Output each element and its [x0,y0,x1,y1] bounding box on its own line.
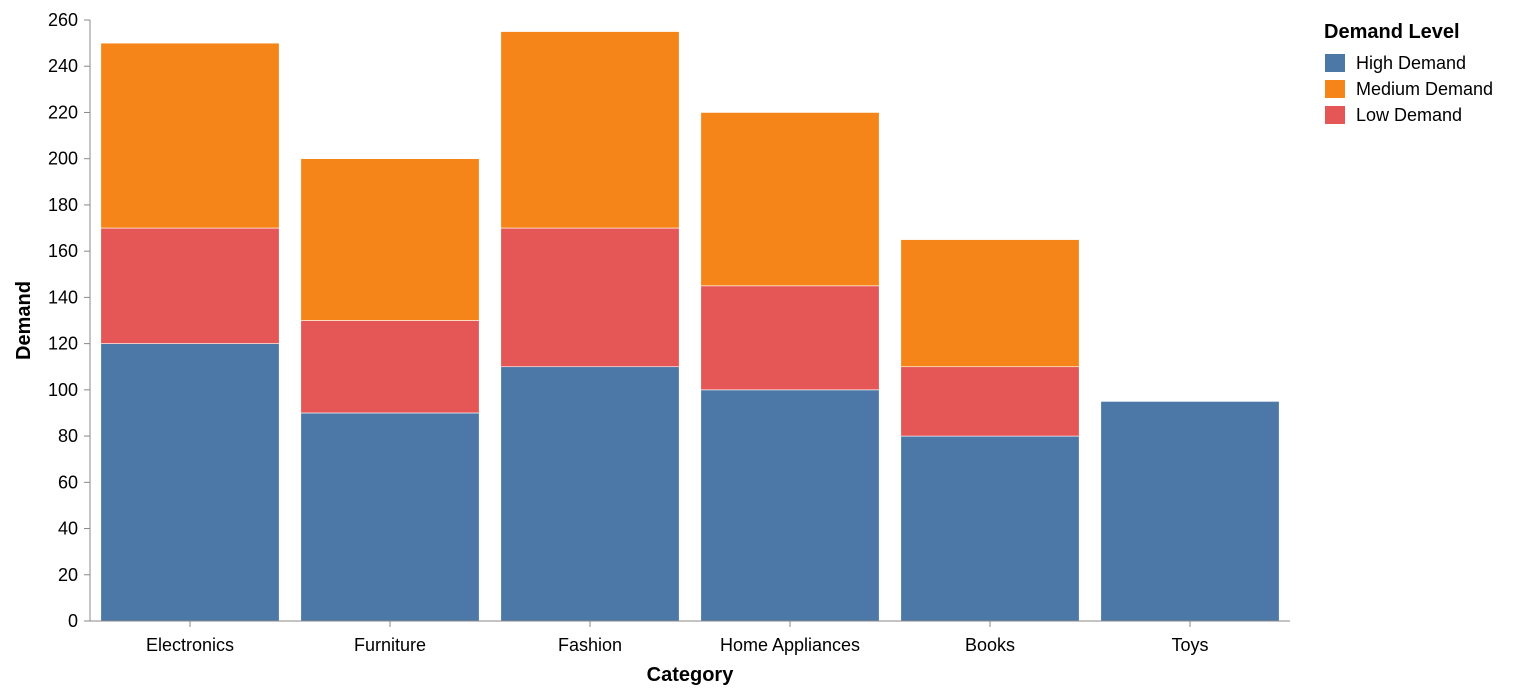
legend-title: Demand Level [1324,21,1460,43]
bar-electronics-high-demand [100,343,280,622]
x-tick-label: Fashion [558,635,622,655]
y-tick-label: 0 [68,611,78,631]
y-tick-label: 20 [58,565,78,585]
legend: Demand Level High Demand Medium Demand Low… [1324,21,1493,125]
bar-furniture-high-demand [300,412,480,622]
y-tick-label: 100 [48,380,78,400]
bars-group [100,31,1280,622]
x-tick-label: Books [965,635,1015,655]
bar-home-appliances-low-demand [700,285,880,391]
x-tick-label: Furniture [354,635,426,655]
bar-furniture-medium-demand [300,158,480,321]
bar-fashion-medium-demand [500,31,680,229]
bar-books-high-demand [900,435,1080,622]
y-tick-label: 80 [58,426,78,446]
x-tick-label: Electronics [146,635,234,655]
y-tick-label: 120 [48,334,78,354]
y-tick-label: 180 [48,195,78,215]
y-tick-label: 60 [58,472,78,492]
x-tick-label: Toys [1171,635,1208,655]
legend-label: High Demand [1356,53,1466,73]
y-tick-label: 140 [48,287,78,307]
bar-electronics-medium-demand [100,42,280,229]
bar-home-appliances-medium-demand [700,112,880,287]
legend-label: Medium Demand [1356,79,1493,99]
bar-home-appliances-high-demand [700,389,880,622]
bar-toys-high-demand [1100,401,1280,622]
legend-swatch-high-demand [1325,54,1345,72]
legend-swatch-low-demand [1325,106,1345,124]
legend-swatch-medium-demand [1325,80,1345,98]
y-tick-label: 260 [48,10,78,30]
y-tick-label: 200 [48,149,78,169]
legend-label: Low Demand [1356,105,1462,125]
bar-books-medium-demand [900,239,1080,368]
y-axis: 0 20 40 60 80 100 120 140 160 180 200 220 240 260 [48,10,91,631]
y-tick-label: 40 [58,519,78,539]
x-axis-title: Category [647,664,735,686]
y-tick-label: 220 [48,102,78,122]
bar-books-low-demand [900,366,1080,437]
x-axis: Electronics Furniture Fashion Home Applianc… [90,620,1290,655]
bar-electronics-low-demand [100,227,280,344]
bar-fashion-high-demand [500,366,680,622]
x-tick-label: Home Appliances [720,635,860,655]
y-tick-label: 160 [48,241,78,261]
bar-fashion-low-demand [500,227,680,368]
y-tick-label: 240 [48,56,78,76]
bar-furniture-low-demand [300,320,480,414]
y-axis-title: Demand [13,281,35,360]
